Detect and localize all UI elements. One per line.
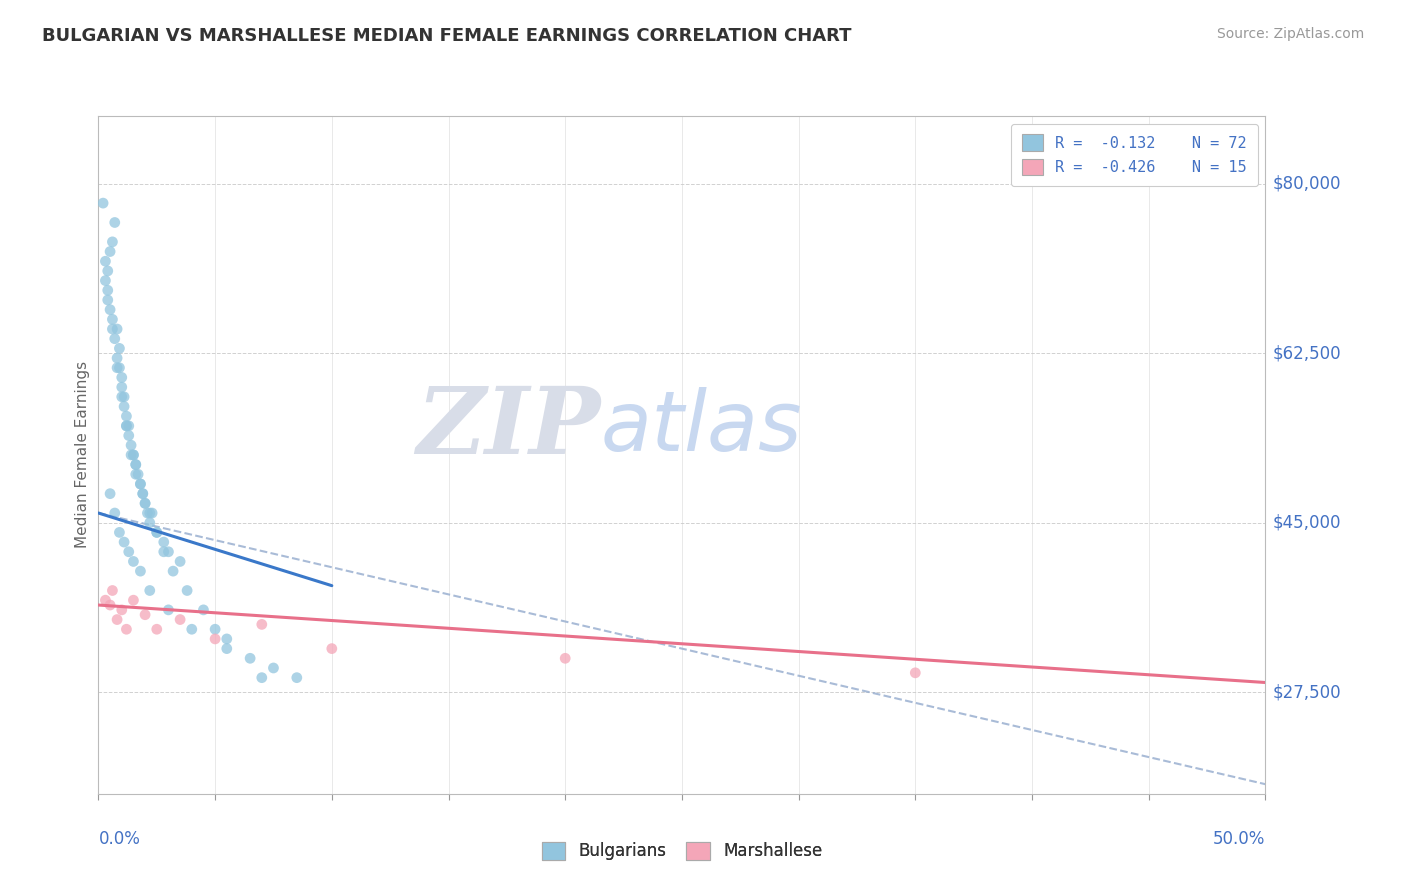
Point: [146, 525, 169, 540]
Point: [262, 661, 284, 675]
Point: [122, 448, 145, 462]
Point: [105, 322, 128, 336]
Point: [157, 603, 180, 617]
Point: [112, 535, 135, 549]
Point: [122, 448, 145, 462]
Point: [108, 360, 131, 375]
Point: [176, 583, 198, 598]
Point: [98, 486, 121, 500]
Point: [125, 467, 148, 482]
Text: ZIP: ZIP: [416, 383, 600, 473]
Point: [122, 554, 145, 568]
Point: [111, 603, 134, 617]
Point: [554, 651, 576, 665]
Point: [204, 622, 226, 636]
Point: [162, 564, 184, 578]
Point: [111, 380, 134, 394]
Text: $27,500: $27,500: [1272, 683, 1341, 701]
Y-axis label: Median Female Earnings: Median Female Earnings: [75, 361, 90, 549]
Point: [134, 496, 156, 510]
Point: [98, 244, 121, 259]
Point: [152, 535, 174, 549]
Point: [115, 418, 138, 433]
Point: [104, 215, 127, 229]
Point: [122, 593, 145, 607]
Text: BULGARIAN VS MARSHALLESE MEDIAN FEMALE EARNINGS CORRELATION CHART: BULGARIAN VS MARSHALLESE MEDIAN FEMALE E…: [42, 27, 852, 45]
Point: [118, 428, 141, 442]
Point: [105, 360, 128, 375]
Point: [101, 583, 124, 598]
Point: [125, 458, 148, 472]
Point: [193, 603, 215, 617]
Point: [134, 496, 156, 510]
Point: [139, 506, 162, 520]
Text: $45,000: $45,000: [1272, 514, 1341, 532]
Point: [108, 342, 131, 356]
Point: [115, 409, 138, 424]
Point: [101, 312, 124, 326]
Point: [146, 622, 169, 636]
Point: [101, 235, 124, 249]
Text: $62,500: $62,500: [1272, 344, 1341, 362]
Point: [139, 516, 162, 530]
Point: [120, 448, 142, 462]
Point: [132, 486, 155, 500]
Point: [239, 651, 262, 665]
Point: [91, 196, 114, 211]
Point: [118, 418, 141, 433]
Text: 0.0%: 0.0%: [98, 830, 141, 847]
Point: [129, 564, 152, 578]
Point: [129, 477, 152, 491]
Point: [136, 506, 159, 520]
Point: [97, 293, 120, 307]
Point: [129, 477, 152, 491]
Point: [112, 400, 135, 414]
Point: [152, 545, 174, 559]
Point: [169, 554, 191, 568]
Point: [204, 632, 226, 646]
Point: [104, 506, 127, 520]
Point: [115, 622, 138, 636]
Point: [169, 613, 191, 627]
Point: [97, 283, 120, 297]
Point: [111, 370, 134, 384]
Point: [112, 390, 135, 404]
Point: [146, 525, 169, 540]
Point: [141, 506, 163, 520]
Point: [125, 458, 148, 472]
Point: [904, 665, 927, 680]
Point: [132, 486, 155, 500]
Point: [118, 545, 141, 559]
Point: [105, 351, 128, 365]
Point: [139, 583, 162, 598]
Point: [157, 545, 180, 559]
Point: [321, 641, 343, 656]
Point: [127, 467, 149, 482]
Point: [104, 332, 127, 346]
Point: [115, 418, 138, 433]
Point: [250, 617, 273, 632]
Legend: Bulgarians, Marshallese: Bulgarians, Marshallese: [534, 835, 830, 867]
Point: [180, 622, 202, 636]
Point: [250, 671, 273, 685]
Point: [101, 322, 124, 336]
Point: [97, 264, 120, 278]
Point: [215, 632, 238, 646]
Point: [94, 274, 117, 288]
Point: [105, 613, 128, 627]
Point: [94, 593, 117, 607]
Text: Source: ZipAtlas.com: Source: ZipAtlas.com: [1216, 27, 1364, 41]
Point: [111, 390, 134, 404]
Point: [134, 607, 156, 622]
Text: atlas: atlas: [600, 387, 801, 468]
Point: [215, 641, 238, 656]
Point: [285, 671, 308, 685]
Point: [98, 302, 121, 317]
Point: [94, 254, 117, 268]
Point: [120, 438, 142, 452]
Point: [98, 598, 121, 612]
Point: [108, 525, 131, 540]
Text: $80,000: $80,000: [1272, 175, 1341, 193]
Text: 50.0%: 50.0%: [1213, 830, 1265, 847]
